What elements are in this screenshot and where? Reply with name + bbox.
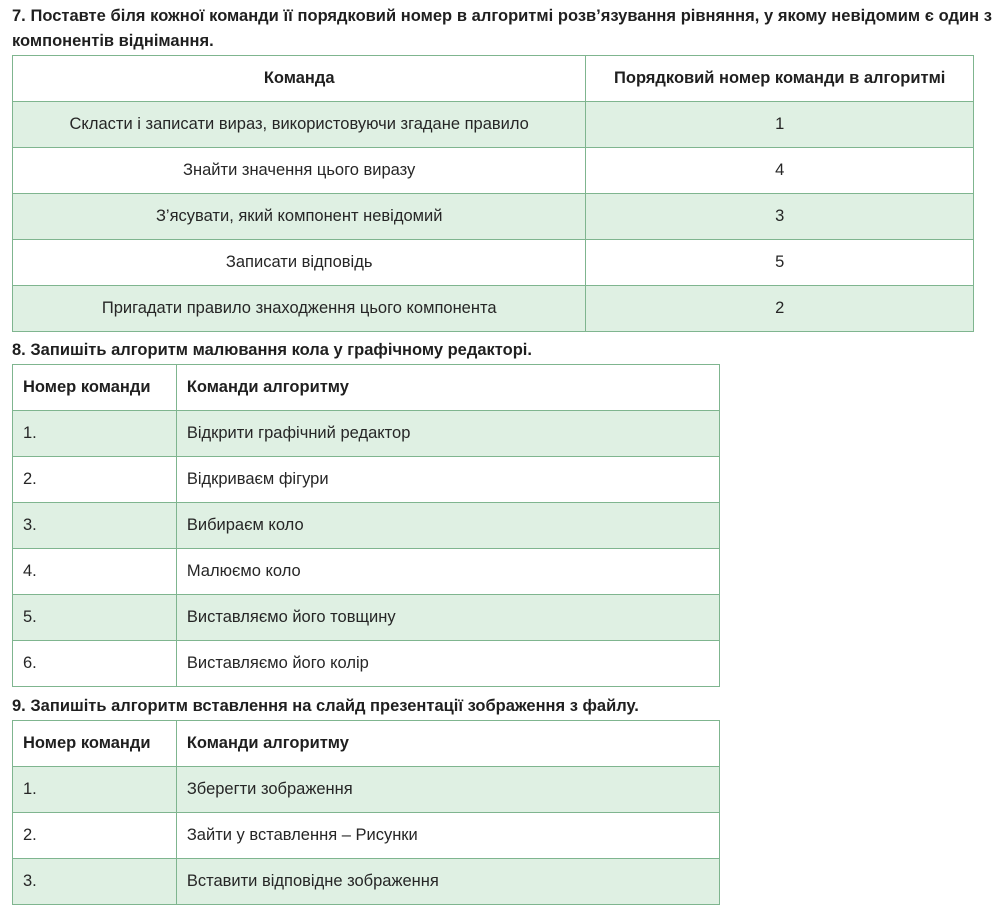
table-row: Пригадати правило знаходження цього комп… (11, 285, 974, 332)
table-header-row: Команда Порядковий номер команди в алгор… (11, 55, 974, 102)
command-cell: Вставити відповідне зображення (175, 858, 721, 905)
column-header-command: Команда (11, 55, 587, 102)
command-cell: Малюємо коло (175, 548, 721, 595)
number-cell: 2. (12, 456, 177, 503)
order-cell: 3 (585, 193, 974, 240)
table-row: 4. Малюємо коло (12, 548, 721, 595)
command-cell: Пригадати правило знаходження цього комп… (11, 285, 587, 332)
column-header-number: Номер команди (12, 364, 177, 411)
table-row: Записати відповідь 5 (11, 239, 974, 286)
task-8-table: Номер команди Команди алгоритму 1. Відкр… (12, 364, 721, 687)
column-header-order: Порядковий номер команди в алгоритмі (585, 55, 974, 102)
number-cell: 3. (12, 502, 177, 549)
table-header-row: Номер команди Команди алгоритму (12, 364, 721, 411)
table-row: 2. Відкриваєм фігури (12, 456, 721, 503)
command-cell: Зберегти зображення (175, 766, 721, 813)
table-row: 1. Відкрити графічний редактор (12, 410, 721, 457)
command-cell: Знайти значення цього виразу (11, 147, 587, 194)
order-cell: 1 (585, 101, 974, 148)
command-cell: Виставляємо його товщину (175, 594, 721, 641)
table-row: 1. Зберегти зображення (12, 766, 721, 813)
task-8-title: 8. Запишіть алгоритм малювання кола у гр… (12, 341, 532, 359)
command-cell: Відкриваєм фігури (175, 456, 721, 503)
order-cell: 5 (585, 239, 974, 286)
task-9-title: 9. Запишіть алгоритм вставлення на слайд… (12, 697, 639, 715)
order-cell: 2 (585, 285, 974, 332)
number-cell: 3. (12, 858, 177, 905)
table-row: 5. Виставляємо його товщину (12, 594, 721, 641)
command-cell: Записати відповідь (11, 239, 587, 286)
command-cell: Вибираєм коло (175, 502, 721, 549)
number-cell: 6. (12, 640, 177, 687)
command-cell: Відкрити графічний редактор (175, 410, 721, 457)
number-cell: 1. (12, 766, 177, 813)
command-cell: Виставляємо його колір (175, 640, 721, 687)
task-9-table: Номер команди Команди алгоритму 1. Збере… (12, 720, 721, 905)
command-cell: Скласти і записати вираз, використовуючи… (11, 101, 587, 148)
table-row: 3. Вибираєм коло (12, 502, 721, 549)
table-row: 3. Вставити відповідне зображення (12, 858, 721, 905)
task-7-title: 7. Поставте біля кожної команди її поряд… (12, 7, 992, 50)
column-header-commands: Команди алгоритму (175, 364, 721, 411)
number-cell: 5. (12, 594, 177, 641)
number-cell: 2. (12, 812, 177, 859)
table-row: Знайти значення цього виразу 4 (11, 147, 974, 194)
number-cell: 1. (12, 410, 177, 457)
table-row: 6. Виставляємо його колір (12, 640, 721, 687)
table-header-row: Номер команди Команди алгоритму (12, 720, 721, 767)
order-cell: 4 (585, 147, 974, 194)
command-cell: З’ясувати, який компонент невідомий (11, 193, 587, 240)
table-row: 2. Зайти у вставлення – Рисунки (12, 812, 721, 859)
command-cell: Зайти у вставлення – Рисунки (175, 812, 721, 859)
table-row: Скласти і записати вираз, використовуючи… (11, 101, 974, 148)
task-7-table: Команда Порядковий номер команди в алгор… (11, 55, 974, 332)
column-header-commands: Команди алгоритму (175, 720, 721, 767)
table-row: З’ясувати, який компонент невідомий 3 (11, 193, 974, 240)
number-cell: 4. (12, 548, 177, 595)
column-header-number: Номер команди (12, 720, 177, 767)
